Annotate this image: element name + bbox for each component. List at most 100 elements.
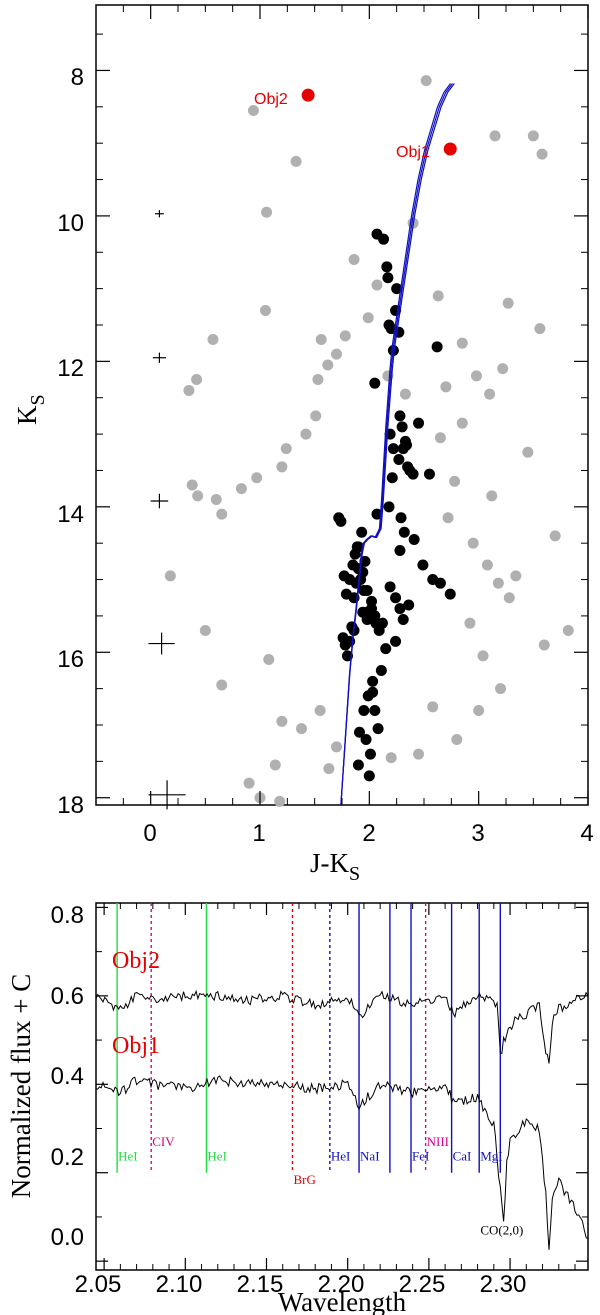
obj1-spectrum-label: Obj1 xyxy=(112,1033,160,1059)
member-star-point xyxy=(352,759,364,771)
field-star-point xyxy=(522,446,534,458)
member-star-point xyxy=(434,577,446,589)
member-star-point xyxy=(353,726,365,738)
cmd-isochrone xyxy=(340,83,455,806)
cmd-plot-frame xyxy=(95,4,589,806)
spec-x-axis-title: Wavelength xyxy=(278,1287,407,1315)
spectral-line-label: MgI xyxy=(480,1148,502,1163)
member-star-point xyxy=(381,261,393,273)
field-star-point xyxy=(432,290,444,302)
spec-y-tick-label: 0.0 xyxy=(51,1224,84,1251)
field-star-point xyxy=(489,130,501,142)
field-star-point xyxy=(451,734,463,746)
field-star-point xyxy=(164,570,176,582)
member-star-point xyxy=(384,581,396,593)
member-star-point xyxy=(367,686,379,698)
spec-y-tick-label: 0.6 xyxy=(51,983,84,1010)
member-star-point xyxy=(394,410,406,422)
spec-x-tick-label: 2.10 xyxy=(156,1271,203,1298)
cmd-y-axis-title-main: K xyxy=(12,405,42,425)
member-star-point xyxy=(407,468,419,480)
field-star-point xyxy=(473,704,485,716)
field-star-point xyxy=(331,348,343,360)
field-star-point xyxy=(312,374,324,386)
field-star-point xyxy=(495,683,507,695)
member-star-point xyxy=(393,454,405,466)
member-star-point xyxy=(338,570,350,582)
field-star-point xyxy=(259,304,271,316)
field-star-point xyxy=(399,388,411,400)
spectral-line-label: HeI xyxy=(331,1148,351,1163)
obj2-label: Obj2 xyxy=(254,91,288,108)
field-star-point xyxy=(276,715,288,727)
obj1-point xyxy=(443,142,457,156)
member-star-point xyxy=(383,501,395,513)
spectral-line-label: FeI xyxy=(412,1148,429,1163)
spectrum-line xyxy=(95,989,589,1064)
field-star-point xyxy=(538,639,550,651)
field-star-point xyxy=(191,374,203,386)
cmd-y-tick-label: 14 xyxy=(57,501,84,528)
member-star-point xyxy=(360,734,372,746)
field-star-point xyxy=(210,494,222,506)
cmd-panel: 0 1 2 3 4 8 10 12 14 16 18 J-KS KS Obj2 … xyxy=(12,4,594,885)
member-star-point xyxy=(394,603,406,615)
cmd-ticks xyxy=(95,5,589,805)
member-star-point xyxy=(423,468,435,480)
field-star-point xyxy=(477,650,489,662)
field-star-point xyxy=(502,297,514,309)
member-star-point xyxy=(431,341,443,353)
field-star-point xyxy=(413,748,425,760)
field-star-point xyxy=(348,254,360,266)
field-star-point xyxy=(339,330,351,342)
field-star-point xyxy=(296,723,308,735)
field-star-point xyxy=(486,490,498,502)
field-star-point xyxy=(322,359,334,371)
member-star-point xyxy=(398,526,410,538)
member-star-point xyxy=(358,704,370,716)
spectral-line-label: CO(2,0) xyxy=(480,1223,523,1238)
spec-y-axis-title: Normalized flux + C xyxy=(6,974,36,1198)
member-star-point xyxy=(394,544,406,556)
member-star-point xyxy=(387,443,399,455)
field-star-point xyxy=(310,410,322,422)
field-star-point xyxy=(192,490,204,502)
field-star-point xyxy=(549,530,561,542)
field-star-point xyxy=(456,337,468,349)
field-star-point xyxy=(331,741,343,753)
field-star-point xyxy=(470,370,482,382)
spectrum-series xyxy=(95,989,589,1250)
cmd-y-axis-title-sub: S xyxy=(27,394,49,405)
field-star-point xyxy=(216,679,228,691)
obj1-label: Obj1 xyxy=(396,144,430,161)
spec-x-tick-label: 2.30 xyxy=(480,1271,527,1298)
field-star-point xyxy=(456,417,468,429)
field-star-point xyxy=(464,617,476,629)
field-star-point xyxy=(263,654,275,666)
member-star-point xyxy=(382,272,394,284)
member-star-point xyxy=(380,643,392,655)
cmd-field-points xyxy=(164,75,574,807)
member-star-point xyxy=(366,603,378,615)
member-star-point xyxy=(395,512,407,524)
member-star-point xyxy=(391,283,403,295)
member-star-point xyxy=(370,617,382,629)
field-star-point xyxy=(323,763,335,775)
field-star-point xyxy=(434,432,446,444)
cmd-y-tick-label: 16 xyxy=(57,646,84,673)
field-star-point xyxy=(442,512,454,524)
member-star-point xyxy=(364,748,376,760)
spectrum-plot-frame xyxy=(95,902,589,1271)
field-star-point xyxy=(280,443,292,455)
field-star-point xyxy=(536,148,548,160)
cmd-x-axis-title-main: J-K xyxy=(310,848,349,878)
member-star-point xyxy=(408,534,420,546)
member-star-point xyxy=(349,548,361,560)
spec-y-tick-label: 0.8 xyxy=(51,902,84,929)
cmd-x-axis-title-sub: S xyxy=(349,863,360,885)
cmd-y-axis-title: KS xyxy=(12,394,49,425)
cmd-error-bars xyxy=(148,210,186,810)
member-star-point xyxy=(397,614,409,626)
obj2-spectrum-label: Obj2 xyxy=(112,948,160,974)
